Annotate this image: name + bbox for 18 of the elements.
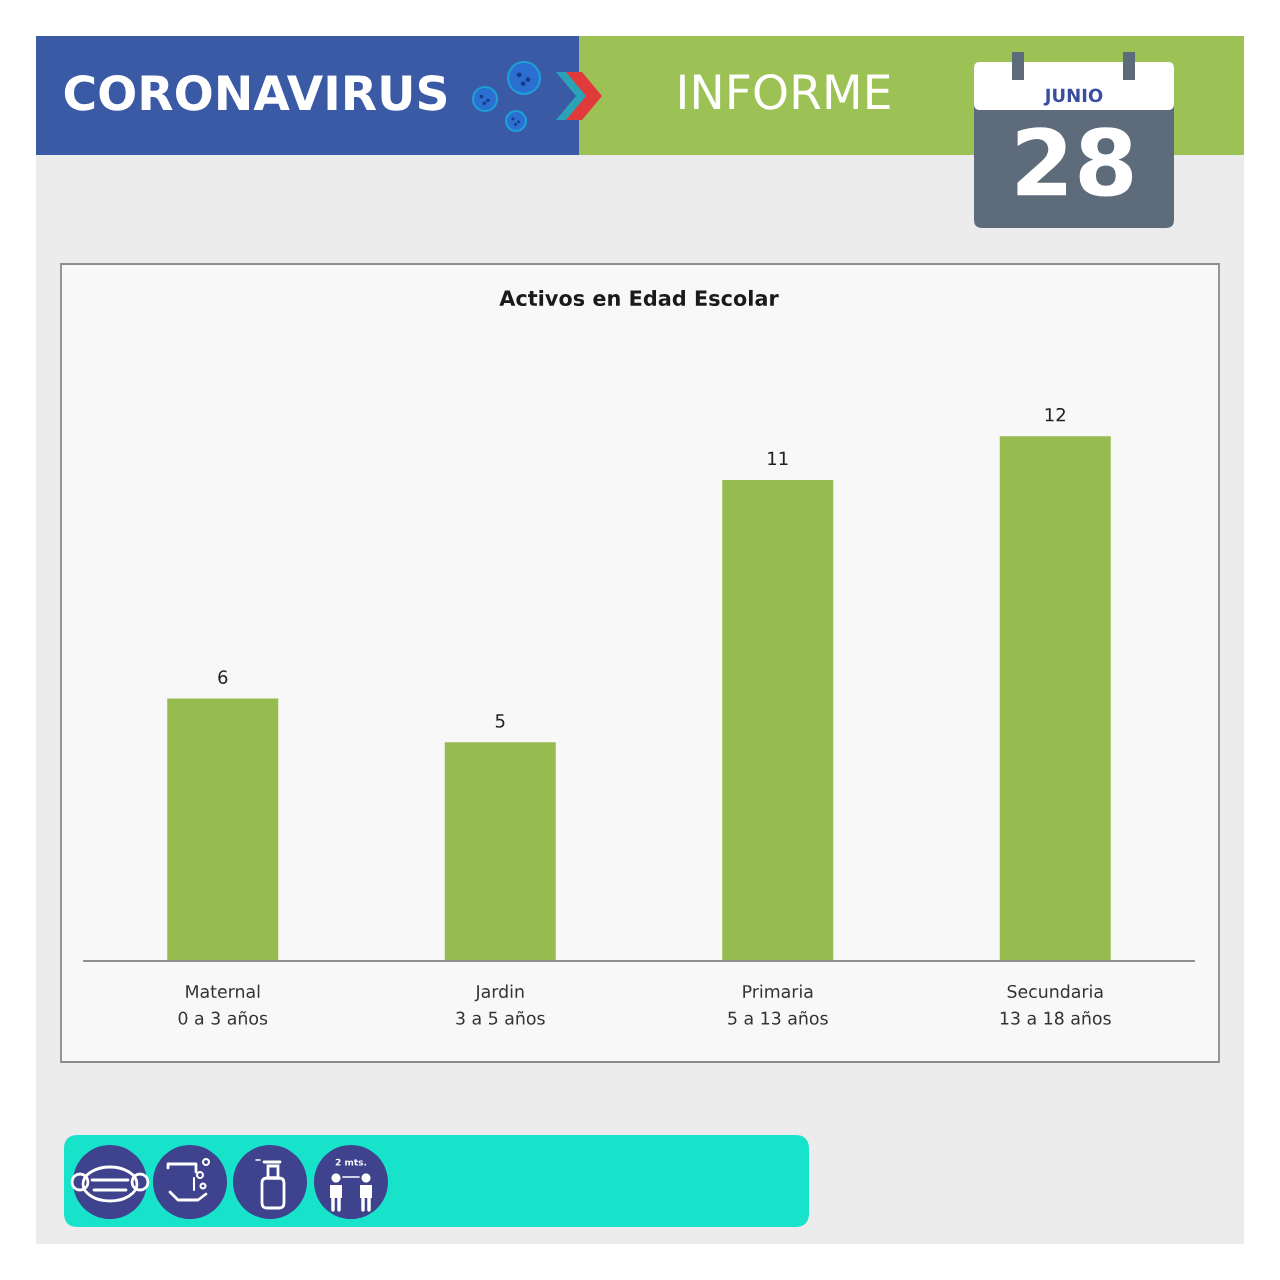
bar bbox=[722, 479, 834, 961]
x-tick-label: Maternal 0 a 3 años bbox=[178, 984, 268, 1025]
chart-title: Activos en Edad Escolar bbox=[499, 289, 779, 307]
data-label: 6 bbox=[218, 670, 228, 684]
bar bbox=[444, 742, 556, 961]
data-label: 11 bbox=[768, 451, 788, 466]
text: 2 mts. bbox=[335, 1158, 367, 1166]
bar bbox=[999, 436, 1111, 961]
data-label: 12 bbox=[1045, 407, 1065, 422]
x-tick-label: Primaria 5 a 13 años bbox=[728, 984, 828, 1025]
text: CORONAVIRUS bbox=[64, 74, 447, 111]
x-tick-label: Jardin 3 a 5 años bbox=[456, 984, 545, 1025]
x-tick-label: Secundaria 13 a 18 años bbox=[1000, 984, 1111, 1025]
text: 28 bbox=[1017, 127, 1133, 197]
text: INFORME bbox=[680, 73, 890, 110]
text: JUNIO bbox=[1043, 88, 1103, 106]
bar bbox=[167, 698, 279, 961]
data-label: 5 bbox=[495, 714, 505, 728]
